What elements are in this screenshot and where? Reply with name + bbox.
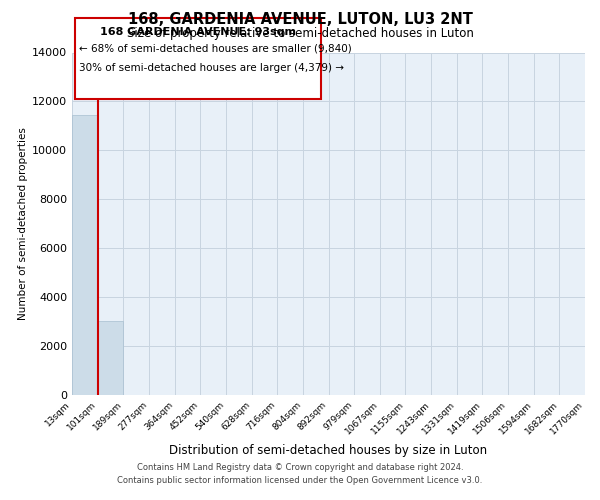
Y-axis label: Number of semi-detached properties: Number of semi-detached properties <box>18 128 28 320</box>
Bar <box>72 115 98 395</box>
Text: 30% of semi-detached houses are larger (4,379) →: 30% of semi-detached houses are larger (… <box>79 63 344 73</box>
Text: 168 GARDENIA AVENUE: 93sqm: 168 GARDENIA AVENUE: 93sqm <box>100 27 296 37</box>
FancyBboxPatch shape <box>74 18 321 98</box>
Text: Contains public sector information licensed under the Open Government Licence v3: Contains public sector information licen… <box>118 476 482 485</box>
Bar <box>98 321 124 395</box>
X-axis label: Distribution of semi-detached houses by size in Luton: Distribution of semi-detached houses by … <box>169 444 488 458</box>
Text: 168, GARDENIA AVENUE, LUTON, LU3 2NT: 168, GARDENIA AVENUE, LUTON, LU3 2NT <box>128 12 472 28</box>
Text: Size of property relative to semi-detached houses in Luton: Size of property relative to semi-detach… <box>127 28 473 40</box>
Text: ← 68% of semi-detached houses are smaller (9,840): ← 68% of semi-detached houses are smalle… <box>79 44 352 54</box>
Text: Contains HM Land Registry data © Crown copyright and database right 2024.: Contains HM Land Registry data © Crown c… <box>137 462 463 471</box>
